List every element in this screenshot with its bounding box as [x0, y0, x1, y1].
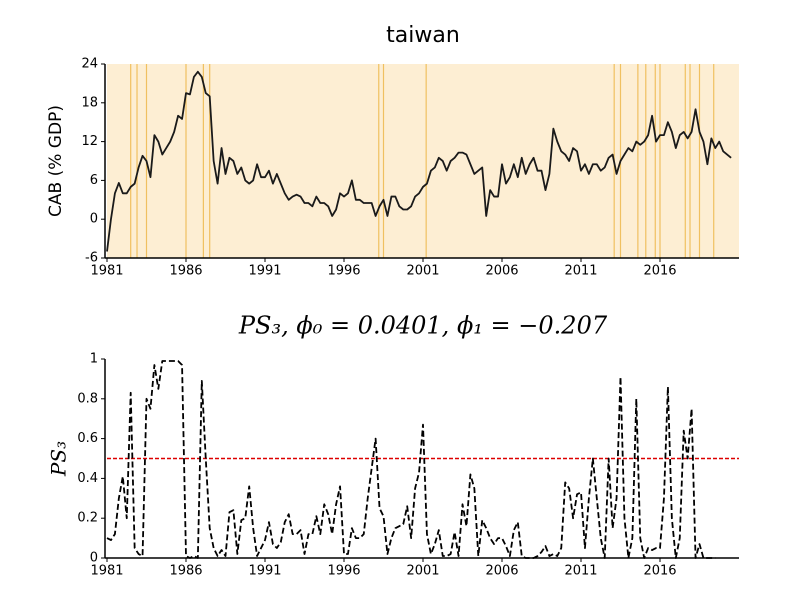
y-tick-label: 0.2: [77, 511, 98, 526]
x-tick-label: 2011: [564, 564, 597, 579]
y-axis-label: PS₃: [47, 441, 71, 477]
y-tick-label: 0: [90, 551, 98, 566]
x-tick-label: 1986: [169, 264, 202, 279]
x-tick-label: 2001: [406, 564, 439, 579]
x-tick-label: 2006: [485, 564, 518, 579]
y-tick-label: 12: [81, 134, 98, 149]
series-line: [106, 70, 732, 252]
shade: [107, 64, 739, 258]
y-tick-label: 0.4: [77, 471, 98, 486]
x-tick-label: 1996: [327, 264, 360, 279]
x-tick-label: 2011: [564, 264, 597, 279]
x-tick-label: 1981: [90, 564, 123, 579]
x-tick-label: 2006: [485, 264, 518, 279]
chart-title: PS₃, ϕ₀ = 0.0401, ϕ₁ = −0.207: [238, 312, 608, 340]
y-tick-label: 18: [81, 95, 98, 110]
y-tick-label: 0: [90, 212, 98, 227]
y-tick-label: 24: [81, 57, 98, 72]
x-tick-label: 1991: [248, 564, 281, 579]
x-tick-label: 2016: [643, 264, 676, 279]
chart-title: taiwan: [386, 23, 460, 48]
x-tick-label: 1991: [248, 264, 281, 279]
y-axis-label: CAB (% GDP): [46, 105, 66, 217]
x-tick-label: 1986: [169, 564, 202, 579]
x-tick-label: 2001: [406, 264, 439, 279]
y-tick-label: 6: [90, 173, 98, 188]
x-tick-label: 2016: [643, 564, 676, 579]
x-tick-label: 1981: [90, 264, 123, 279]
y-tick-label: 0.6: [77, 431, 98, 446]
y-tick-label: -6: [85, 251, 98, 266]
y-tick-label: 1: [90, 352, 98, 367]
x-tick-label: 1996: [327, 564, 360, 579]
series-line: [106, 360, 716, 559]
y-tick-label: 0.8: [77, 391, 98, 406]
